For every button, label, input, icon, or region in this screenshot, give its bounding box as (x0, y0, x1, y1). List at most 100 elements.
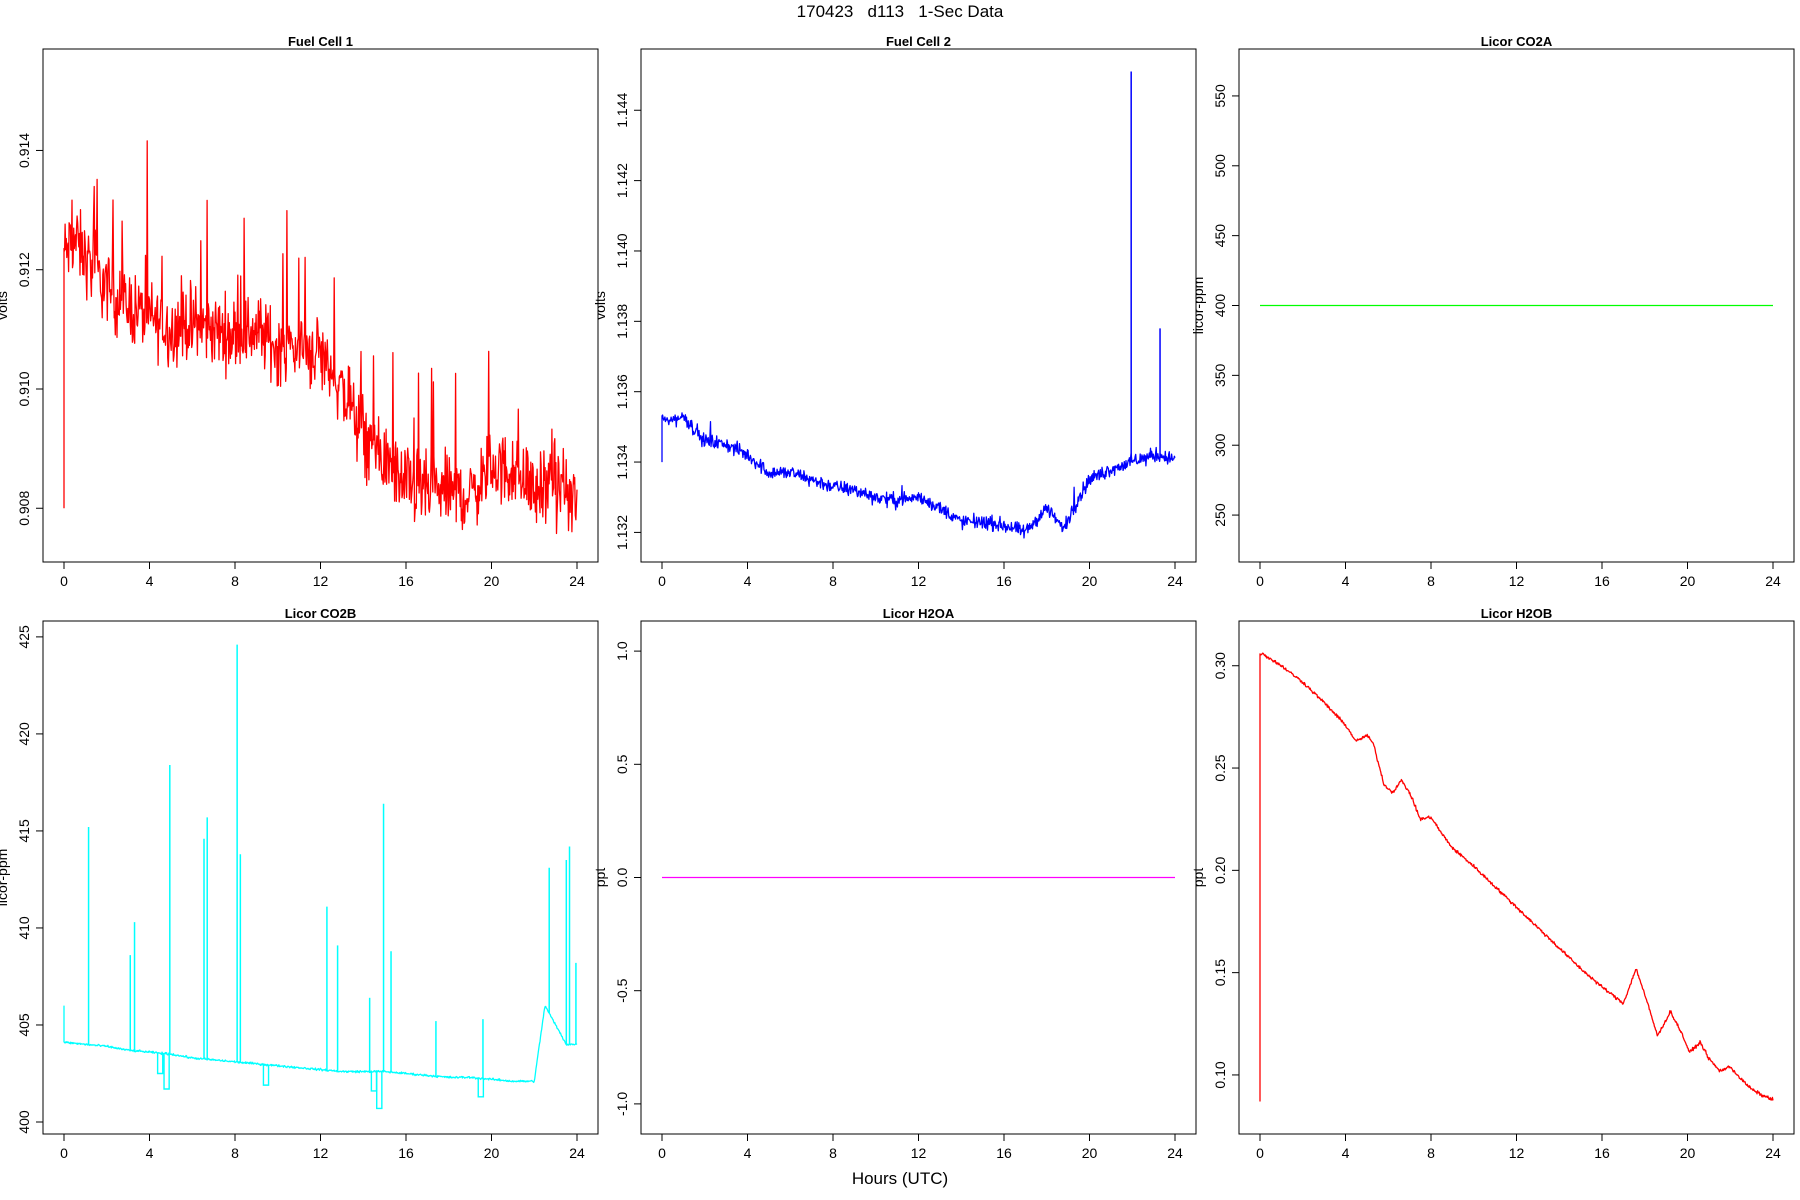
x-tick-label: 16 (1594, 573, 1610, 589)
y-tick-label: 1.144 (614, 93, 630, 128)
x-tick-label: 0 (1256, 1145, 1264, 1161)
panel-title: Licor H2OB (1481, 606, 1553, 621)
panel-title: Licor CO2B (285, 606, 357, 621)
y-tick-label: 0.912 (16, 252, 32, 287)
x-tick-label: 0 (60, 1145, 68, 1161)
y-tick-label: 420 (16, 722, 32, 746)
x-tick-label: 12 (1509, 1145, 1525, 1161)
plot-frame (1238, 620, 1795, 1135)
panel-title: Licor CO2A (1481, 34, 1553, 49)
y-tick-label: 1.138 (614, 304, 630, 339)
x-tick-label: 8 (829, 573, 837, 589)
y-tick-label: 250 (1212, 503, 1228, 527)
x-tick-label: 4 (744, 573, 752, 589)
y-tick-label: 0.5 (614, 754, 630, 774)
x-tick-label: 8 (1427, 1145, 1435, 1161)
y-tick-label: 400 (1212, 294, 1228, 318)
plot-frame (640, 48, 1197, 563)
x-tick-label: 20 (1680, 1145, 1696, 1161)
y-tick-label: 0.10 (1212, 1061, 1228, 1088)
y-tick-label: 0.20 (1212, 857, 1228, 884)
chart-panel-4: Licor CO2B licor-ppm 0 4 8 12 16 20 24 400 405 410 4… (0, 606, 599, 1161)
y-tick-label: 450 (1212, 224, 1228, 248)
chart-panel-3: Licor CO2A licor-ppm 0 4 8 12 16 20 24 250 300 350 4… (1190, 34, 1795, 589)
panel-title: Fuel Cell 2 (886, 34, 951, 49)
chart-panel-2: Fuel Cell 2 volts 0 4 8 12 16 20 24 1.132 1.134 1.1… (592, 34, 1197, 589)
x-tick-label: 16 (1594, 1145, 1610, 1161)
y-tick-label: 0.30 (1212, 652, 1228, 679)
series-line (1259, 652, 1774, 1102)
y-tick-label: -1.0 (614, 1092, 630, 1116)
x-tick-label: 8 (231, 573, 239, 589)
x-tick-label: 12 (313, 573, 329, 589)
y-tick-label: 0.25 (1212, 754, 1228, 781)
y-tick-label: 0.914 (16, 133, 32, 168)
y-tick-label: 1.132 (614, 515, 630, 550)
x-tick-label: 12 (1509, 573, 1525, 589)
y-tick-label: 425 (16, 625, 32, 649)
x-tick-label: 8 (231, 1145, 239, 1161)
dip-mark (477, 1078, 485, 1098)
y-tick-label: 0.0 (614, 868, 630, 888)
dip-mark (156, 1053, 164, 1075)
page-title: 170423 d113 1-Sec Data (796, 2, 1004, 21)
x-tick-label: 16 (398, 1145, 414, 1161)
x-tick-label: 8 (1427, 573, 1435, 589)
y-axis-label: licor-ppm (0, 849, 10, 907)
y-tick-label: 400 (16, 1110, 32, 1134)
panel-title: Fuel Cell 1 (288, 34, 353, 49)
page-x-axis-label: Hours (UTC) (851, 1169, 949, 1188)
x-tick-label: 24 (1765, 1145, 1781, 1161)
y-tick-label: -0.5 (614, 978, 630, 1002)
y-axis-label: volts (0, 291, 10, 320)
y-axis-label: licor-ppm (1190, 277, 1206, 335)
y-tick-label: 500 (1212, 154, 1228, 178)
y-axis-label: ppt (1190, 868, 1206, 888)
x-tick-label: 12 (313, 1145, 329, 1161)
x-tick-label: 4 (744, 1145, 752, 1161)
x-tick-label: 4 (1342, 1145, 1350, 1161)
y-tick-label: 405 (16, 1013, 32, 1037)
panel-title: Licor H2OA (883, 606, 955, 621)
x-tick-label: 20 (1082, 573, 1098, 589)
x-tick-label: 4 (1342, 573, 1350, 589)
y-tick-label: 1.134 (614, 444, 630, 479)
y-axis-label: volts (592, 291, 608, 320)
y-tick-label: 415 (16, 819, 32, 843)
chart-panel-1: Fuel Cell 1 volts 0 4 8 12 16 20 24 0.908 0.910 0.9… (0, 34, 599, 589)
plot-frame (42, 620, 599, 1135)
x-tick-label: 20 (484, 573, 500, 589)
chart-panel-5: Licor H2OA ppt 0 4 8 12 16 20 24 -1.0 -0.5 0.0 0.5 1.… (592, 606, 1197, 1161)
x-tick-label: 0 (60, 573, 68, 589)
x-tick-label: 0 (658, 1145, 666, 1161)
y-tick-label: 0.15 (1212, 959, 1228, 986)
y-tick-label: 1.142 (614, 163, 630, 198)
x-tick-label: 24 (1167, 1145, 1183, 1161)
x-tick-label: 24 (569, 573, 585, 589)
series-line (63, 140, 578, 535)
y-tick-label: 410 (16, 916, 32, 940)
x-tick-label: 20 (1680, 573, 1696, 589)
x-tick-label: 20 (484, 1145, 500, 1161)
dip-mark (163, 1053, 170, 1090)
y-tick-label: 1.136 (614, 374, 630, 409)
x-tick-label: 20 (1082, 1145, 1098, 1161)
dip-mark (376, 1071, 383, 1110)
dip-mark (262, 1064, 270, 1086)
series-line (63, 1005, 578, 1084)
x-tick-label: 24 (1765, 573, 1781, 589)
y-tick-label: 0.908 (16, 491, 32, 526)
y-tick-label: 0.910 (16, 371, 32, 406)
x-tick-label: 12 (911, 1145, 927, 1161)
x-tick-label: 12 (911, 573, 927, 589)
x-tick-label: 24 (1167, 573, 1183, 589)
y-tick-label: 1.140 (614, 233, 630, 268)
y-tick-label: 350 (1212, 363, 1228, 387)
x-tick-label: 0 (1256, 573, 1264, 589)
x-tick-label: 16 (996, 1145, 1012, 1161)
chart-panel-6: Licor H2OB ppt 0 4 8 12 16 20 24 0.10 0.15 0.20 0.25… (1190, 606, 1795, 1161)
x-tick-label: 8 (829, 1145, 837, 1161)
x-tick-label: 0 (658, 573, 666, 589)
x-tick-label: 24 (569, 1145, 585, 1161)
